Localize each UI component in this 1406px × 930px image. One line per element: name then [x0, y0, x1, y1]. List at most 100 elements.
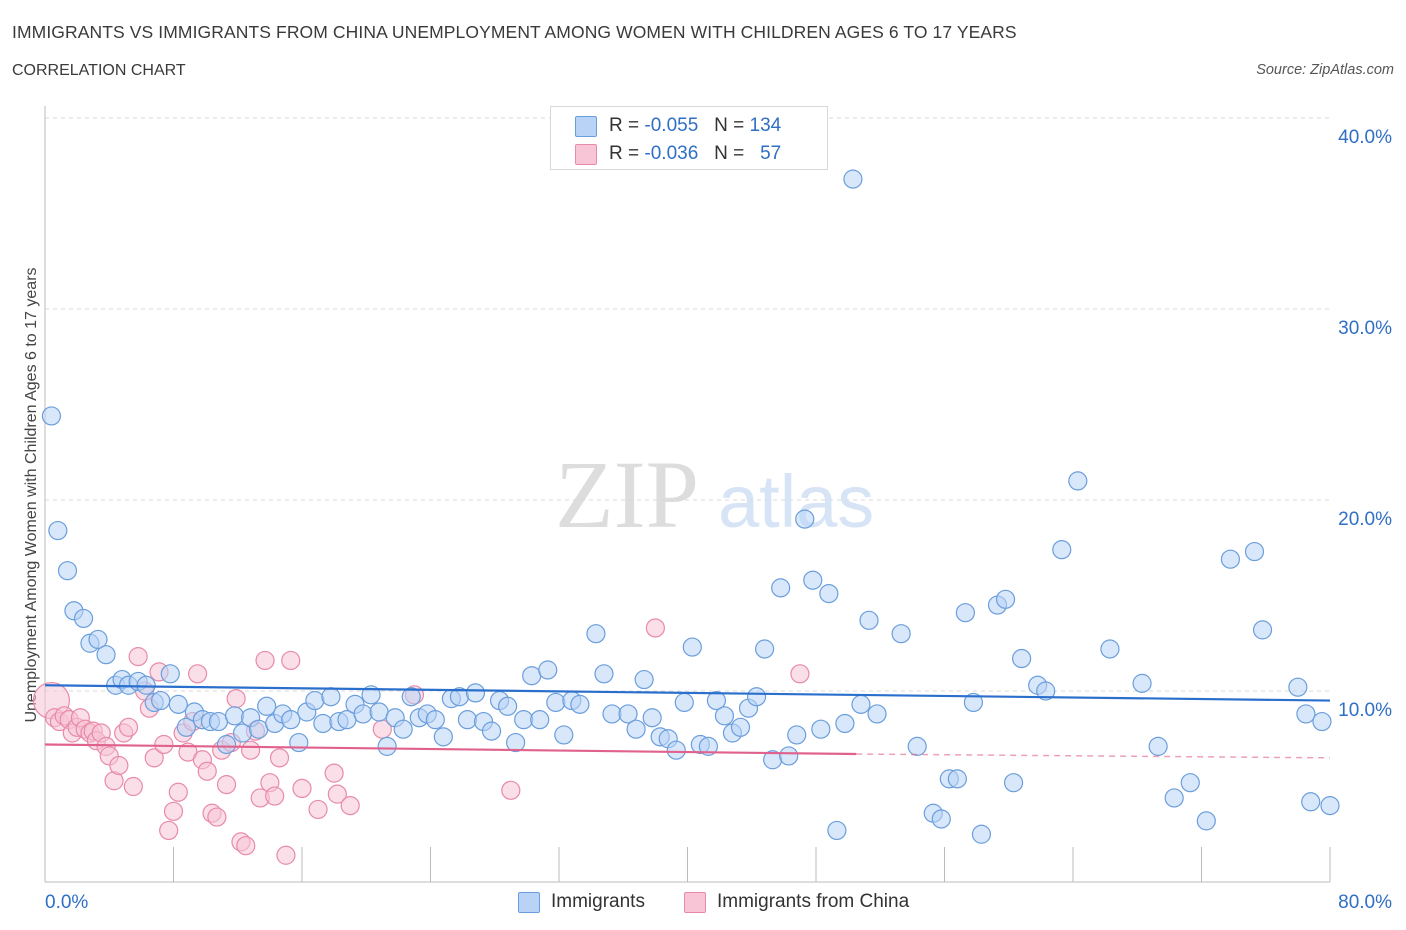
immigrants-point — [401, 687, 421, 707]
immigrants-point — [369, 702, 389, 722]
china-point — [292, 778, 312, 799]
immigrants-point — [1180, 773, 1200, 793]
immigrants-point — [249, 719, 269, 739]
trend-line-immigrants — [44, 684, 1331, 702]
immigrants-point — [835, 713, 855, 734]
immigrants-point — [851, 694, 871, 714]
immigrants-point — [48, 520, 68, 541]
china-point — [123, 776, 143, 797]
immigrants-point — [546, 692, 566, 713]
series-immigrants — [41, 169, 1340, 844]
immigrants-point — [811, 719, 831, 739]
immigrants-point — [377, 736, 397, 756]
immigrants-point — [995, 589, 1016, 609]
y-tick-label: 20.0% — [1338, 509, 1392, 530]
immigrants-point — [1132, 673, 1152, 693]
immigrants-point — [1301, 792, 1321, 812]
immigrants-point — [425, 710, 445, 730]
correlation-legend: R = -0.055 N = 134 R = -0.036 N = 57 — [550, 106, 828, 170]
immigrants-point — [827, 820, 847, 841]
china-point — [324, 763, 344, 783]
china-point — [197, 761, 217, 781]
china-point — [790, 664, 810, 684]
immigrants-point — [1036, 681, 1056, 701]
immigrants-point — [618, 704, 638, 724]
legend-r-value: -0.036 — [644, 143, 699, 164]
immigrants-point — [1296, 704, 1316, 724]
immigrants-point — [433, 727, 453, 747]
china-point — [501, 780, 521, 800]
china-point — [255, 650, 275, 671]
chart-title: IMMIGRANTS VS IMMIGRANTS FROM CHINA UNEM… — [12, 22, 1017, 42]
watermark-zip: ZIP — [555, 441, 699, 548]
immigrants-point — [361, 685, 381, 705]
immigrants-point — [1100, 639, 1120, 659]
legend-n-value: 134 — [749, 115, 782, 136]
immigrants-point — [465, 683, 486, 703]
immigrants-point — [498, 696, 518, 716]
immigrants-point — [971, 824, 992, 844]
immigrants-point — [602, 704, 622, 724]
immigrants-point — [393, 719, 413, 739]
immigrants-point — [674, 692, 694, 713]
immigrants-point — [481, 721, 502, 741]
immigrants-point — [353, 704, 373, 724]
axes — [44, 106, 1331, 883]
immigrants-point — [136, 675, 156, 695]
immigrants-point — [1244, 541, 1265, 562]
china-point — [128, 647, 148, 667]
immigrants-point — [1312, 711, 1332, 732]
legend-r-label: R = — [609, 115, 640, 136]
x-tick-label: 80.0% — [1338, 892, 1392, 913]
immigrants-point — [522, 666, 542, 686]
china-point — [207, 807, 227, 827]
china-point — [241, 740, 261, 760]
immigrants-point — [819, 583, 839, 604]
immigrants-point — [955, 603, 975, 623]
immigrants-point — [57, 561, 78, 581]
immigrants-point — [907, 736, 927, 756]
immigrants-point — [666, 740, 686, 760]
immigrants-point — [867, 704, 887, 724]
immigrants-point — [1068, 471, 1088, 491]
immigrants-point — [1011, 648, 1032, 669]
immigrants-point — [795, 509, 815, 529]
x-tick-label: 0.0% — [45, 892, 88, 913]
immigrants-point — [1003, 773, 1024, 793]
immigrants-point — [1164, 788, 1184, 808]
legend-swatch-china — [575, 144, 597, 165]
china-point — [276, 845, 296, 865]
immigrants-point — [682, 637, 702, 657]
china-point — [340, 795, 360, 816]
gridlines — [45, 117, 1330, 692]
y-tick-label: 10.0% — [1338, 700, 1392, 721]
immigrants-point — [151, 690, 171, 711]
china-point — [327, 784, 347, 804]
china-point — [168, 782, 188, 802]
bottom-legend-label-china: Immigrants from China — [717, 891, 910, 912]
immigrants-point — [642, 708, 662, 728]
china-point — [159, 820, 179, 841]
immigrants-point — [626, 719, 646, 739]
china-point — [281, 650, 301, 671]
immigrants-point — [803, 570, 823, 590]
immigrants-point — [289, 732, 309, 753]
china-point — [163, 801, 184, 821]
immigrants-point — [1148, 736, 1168, 756]
immigrants-point — [787, 725, 807, 745]
china-point — [109, 755, 129, 776]
immigrants-point — [859, 610, 879, 630]
immigrants-point — [714, 706, 735, 726]
legend-r-label: R = — [609, 143, 640, 164]
immigrants-point — [457, 710, 478, 730]
immigrants-point — [554, 725, 574, 745]
immigrants-point — [41, 406, 62, 426]
immigrants-point — [176, 717, 196, 737]
china-point — [187, 664, 208, 684]
y-tick-label: 40.0% — [1338, 127, 1392, 148]
legend-swatch-immigrants — [575, 116, 597, 137]
china-point — [269, 748, 290, 768]
watermark-atlas: atlas — [718, 460, 874, 543]
tick-labels: 10.0% 20.0% 30.0% 40.0% 0.0% 80.0% — [45, 127, 1392, 913]
